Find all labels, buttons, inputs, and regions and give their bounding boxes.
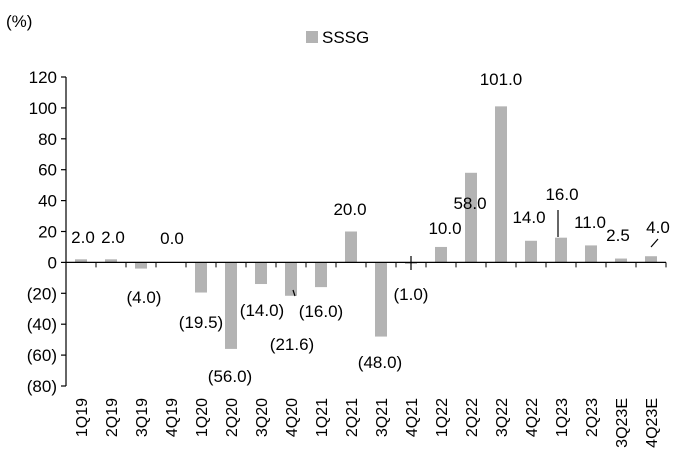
legend-swatch [306, 31, 318, 43]
y-tick-label: 100 [29, 99, 57, 118]
y-tick-label: 0 [48, 253, 57, 272]
data-label-1q21: (16.0) [299, 302, 343, 321]
bar-3q19 [135, 262, 147, 269]
data-label-2q20: (56.0) [208, 367, 252, 386]
bar-1q20 [195, 262, 207, 293]
y-tick-label: (20) [27, 284, 57, 303]
data-label-2q19: 2.0 [101, 228, 125, 247]
x-tick-label: 3Q19 [134, 398, 151, 437]
bar-4q23e [645, 256, 657, 263]
data-label-1q23: 16.0 [545, 185, 578, 204]
unit-label: (%) [6, 12, 32, 31]
data-label-3q21: (48.0) [358, 353, 402, 372]
leader-line [650, 238, 659, 248]
y-tick-label: (40) [27, 315, 57, 334]
x-tick-label: 2Q23 [584, 398, 601, 437]
bar-1q21 [315, 262, 327, 288]
bar-1q22 [435, 246, 447, 263]
leader-line [292, 289, 296, 297]
bar-2q23 [585, 245, 597, 263]
y-tick-label: 20 [38, 223, 57, 242]
x-tick-label: 3Q21 [374, 398, 391, 437]
bar-3q21 [375, 262, 387, 337]
x-tick-label: 2Q19 [104, 398, 121, 437]
x-tick-label: 4Q20 [284, 398, 301, 437]
y-tick-label: (60) [27, 346, 57, 365]
x-tick-label: 4Q19 [164, 398, 181, 437]
data-label-1q22: 10.0 [428, 219, 461, 238]
x-tick-label: 2Q22 [464, 398, 481, 437]
y-tick-label: (80) [27, 377, 57, 396]
data-label-3q20: (14.0) [240, 301, 284, 320]
bar-1q19 [75, 259, 87, 263]
x-tick-label: 4Q23E [644, 398, 661, 448]
data-label-4q23e: 4.0 [646, 218, 670, 237]
bar-3q20 [255, 262, 267, 285]
bar-4q20 [285, 262, 297, 296]
legend-label: SSSG [322, 28, 369, 47]
bar-2q21 [345, 231, 357, 263]
data-label-2q22: 58.0 [453, 194, 486, 213]
x-tick-label: 2Q20 [224, 398, 241, 437]
data-label-2q21: 20.0 [333, 200, 366, 219]
y-tick-label: 120 [29, 68, 57, 87]
x-tick-label: 1Q19 [74, 398, 91, 437]
bar-2q22 [465, 172, 477, 263]
x-axis: 1Q19 2Q19 3Q19 4Q19 1Q20 2Q20 3Q20 4Q20 1Q21 2Q21… [65, 261, 667, 448]
data-label-3q23e: 2.5 [606, 226, 630, 245]
bar-2q20 [225, 262, 237, 349]
x-tick-label: 2Q21 [344, 398, 361, 437]
data-label-4q19: 0.0 [160, 229, 184, 248]
y-tick-label: 40 [38, 192, 57, 211]
data-label-1q20: (19.5) [179, 313, 223, 332]
bar-3q22 [495, 106, 507, 263]
x-tick-label: 1Q20 [194, 398, 211, 437]
y-axis: (80) (60) (40) (20) 0 20 40 60 80 100 120 [27, 68, 67, 396]
x-tick-label: 4Q22 [524, 398, 541, 437]
x-tick-label: 1Q21 [314, 398, 331, 437]
x-tick-label: 3Q22 [494, 398, 511, 437]
x-tick-label: 4Q21 [404, 398, 421, 437]
bar-4q22 [525, 240, 537, 263]
bar-1q23 [555, 237, 567, 263]
y-tick-label: 60 [38, 161, 57, 180]
data-label-4q22: 14.0 [512, 208, 545, 227]
data-label-1q19: 2.0 [71, 228, 95, 247]
bars [75, 106, 657, 349]
data-labels: 2.0 2.0 (4.0) 0.0 (19.5) (56.0) (14.0) (21.6) (1… [71, 70, 670, 386]
bar-3q23e [615, 258, 627, 263]
data-label-3q19: (4.0) [127, 288, 162, 307]
x-tick-label: 3Q23E [614, 398, 631, 448]
x-tick-label: 1Q22 [434, 398, 451, 437]
data-label-3q22: 101.0 [480, 70, 523, 89]
data-label-2q23: 11.0 [574, 213, 606, 232]
bar-2q19 [105, 259, 117, 263]
data-label-4q20: (21.6) [270, 335, 314, 354]
data-label-4q21: (1.0) [394, 285, 429, 304]
x-tick-label: 3Q20 [254, 398, 271, 437]
x-tick-label: 1Q23 [554, 398, 571, 437]
legend: SSSG [306, 28, 369, 47]
y-tick-label: 80 [38, 130, 57, 149]
